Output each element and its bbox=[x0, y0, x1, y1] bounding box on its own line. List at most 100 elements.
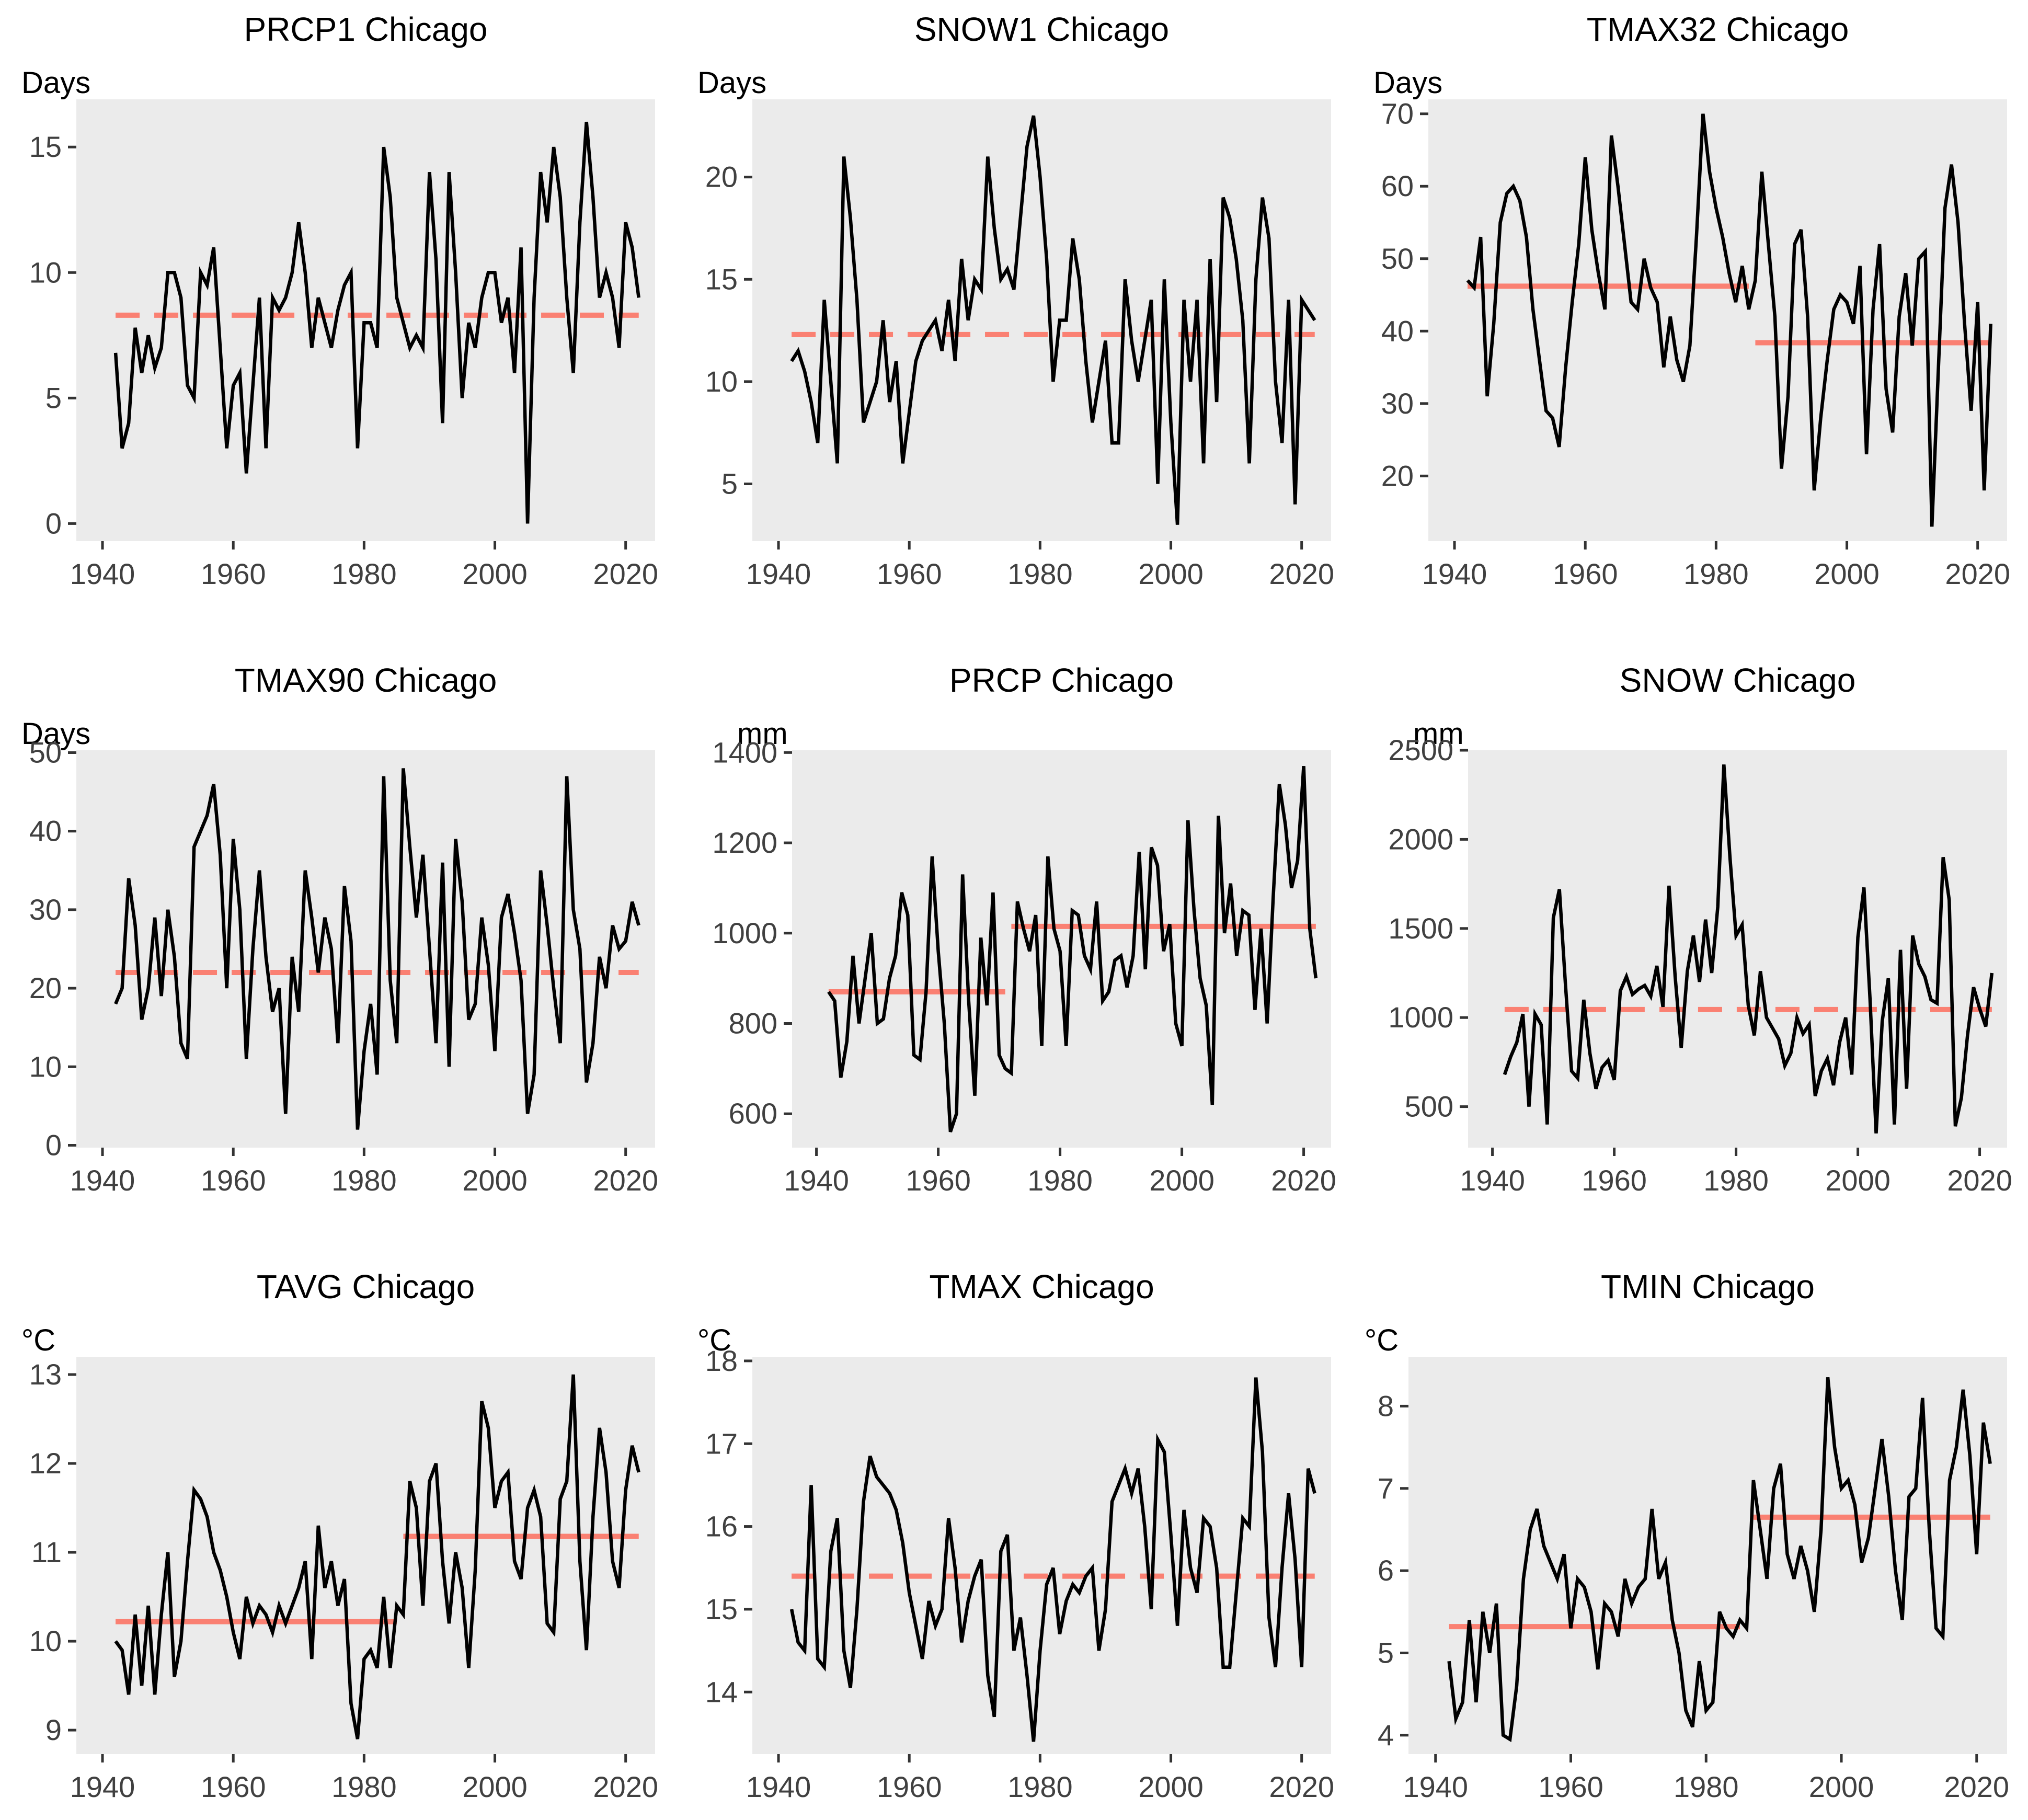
x-axis-tick-label: 2000 bbox=[1825, 1164, 1890, 1197]
x-axis-tick-label: 2020 bbox=[1944, 1770, 2009, 1803]
y-axis-tick-label: 10 bbox=[29, 1050, 62, 1083]
y-axis-tick-label: 600 bbox=[729, 1097, 777, 1130]
time-series-line bbox=[789, 1377, 1316, 1742]
y-axis-tick-label: 1200 bbox=[712, 826, 777, 859]
chart-title: TMAX Chicago bbox=[929, 1268, 1154, 1306]
y-axis-unit-label: mm bbox=[737, 717, 788, 751]
x-axis-tick-label: 2020 bbox=[1269, 557, 1334, 590]
chart-tmin-svg: TMIN Chicago °C 4 5 6 7 8 1940 1960 1980 2000 2020 bbox=[1365, 1268, 2009, 1803]
x-axis-tick-label: 1940 bbox=[70, 1164, 135, 1197]
x-axis-tick-label: 1940 bbox=[784, 1164, 849, 1197]
x-axis-tick-label: 1960 bbox=[906, 1164, 971, 1197]
x-axis-tick-label: 2000 bbox=[462, 1770, 528, 1803]
x-axis-tick-label: 1960 bbox=[877, 1770, 942, 1803]
x-axis-tick-label: 2000 bbox=[462, 557, 528, 590]
y-axis-tick-label: 9 bbox=[45, 1713, 62, 1746]
chart-prcp-chicago: PRCP Chicago mm 600 800 1000 1200 1400 1940 1960… bbox=[676, 606, 1352, 1213]
x-axis-tick-label: 2020 bbox=[1269, 1770, 1334, 1803]
y-axis-unit-label: °C bbox=[1365, 1323, 1399, 1357]
y-axis-tick-label: 8 bbox=[1378, 1389, 1394, 1422]
chart-tavg-chicago: TAVG Chicago °C 9 10 11 12 13 1940 1960 1980 2000 2… bbox=[0, 1213, 676, 1819]
x-axis-tick-label: 1980 bbox=[1027, 1164, 1093, 1197]
y-axis-tick-label: 20 bbox=[1381, 459, 1414, 492]
chart-title: SNOW Chicago bbox=[1620, 661, 1856, 699]
x-axis-tick-label: 2000 bbox=[1809, 1770, 1874, 1803]
y-axis-tick-label: 40 bbox=[29, 815, 62, 848]
x-axis-tick-label: 1940 bbox=[1403, 1770, 1468, 1803]
x-axis-tick-label: 2000 bbox=[1149, 1164, 1214, 1197]
time-series-line bbox=[790, 115, 1316, 525]
y-axis-tick-label: 10 bbox=[705, 365, 738, 398]
y-axis-tick-label: 1400 bbox=[712, 736, 777, 769]
y-axis-unit-label: °C bbox=[697, 1323, 731, 1357]
y-axis-tick-label: 5 bbox=[721, 467, 738, 500]
y-axis-tick-label: 40 bbox=[1381, 314, 1414, 347]
y-axis-tick-label: 10 bbox=[29, 256, 62, 289]
chart-tmax32-chicago: TMAX32 Chicago Days 20 30 40 50 60 70 1940 1960 19… bbox=[1352, 0, 2028, 606]
y-axis-tick-label: 0 bbox=[45, 507, 62, 540]
chart-title: PRCP Chicago bbox=[949, 661, 1174, 699]
chart-title: SNOW1 Chicago bbox=[914, 10, 1169, 48]
y-axis-tick-label: 6 bbox=[1378, 1554, 1394, 1587]
x-axis-tick-label: 1960 bbox=[877, 557, 942, 590]
x-axis-tick-label: 2020 bbox=[593, 1164, 658, 1197]
y-axis-tick-label: 1500 bbox=[1388, 912, 1453, 945]
x-axis-tick-label: 1960 bbox=[1538, 1770, 1603, 1803]
y-axis-tick-label: 70 bbox=[1381, 97, 1414, 130]
chart-snow1-svg: SNOW1 Chicago Days 5 10 15 20 1940 1960 1980 2000… bbox=[697, 10, 1334, 590]
y-axis-tick-label: 17 bbox=[705, 1427, 738, 1460]
x-axis-tick-label: 2020 bbox=[593, 1770, 658, 1803]
plot-panel bbox=[792, 750, 1331, 1148]
y-axis-unit-label: Days bbox=[1373, 66, 1442, 100]
x-axis-tick-label: 1940 bbox=[746, 1770, 811, 1803]
time-series-line bbox=[113, 121, 640, 524]
time-series-line bbox=[114, 768, 640, 1130]
x-axis-tick-label: 1980 bbox=[1007, 557, 1073, 590]
y-axis-unit-label: Days bbox=[697, 66, 766, 100]
y-axis-tick-label: 1000 bbox=[712, 917, 777, 949]
y-axis-tick-label: 5 bbox=[1378, 1636, 1394, 1669]
plot-panel bbox=[1408, 1357, 2007, 1754]
chart-tmax-chicago: TMAX Chicago °C 14 15 16 17 18 1940 1960 1980 2000… bbox=[676, 1213, 1352, 1819]
y-axis-tick-label: 15 bbox=[705, 262, 738, 295]
y-axis-tick-label: 18 bbox=[705, 1344, 738, 1377]
x-axis-tick-label: 2000 bbox=[462, 1164, 528, 1197]
chart-snow-svg: SNOW Chicago mm 500 1000 1500 2000 2500 1940 196… bbox=[1388, 661, 2012, 1197]
chart-tmax32-svg: TMAX32 Chicago Days 20 30 40 50 60 70 1940 1960 19… bbox=[1373, 10, 2010, 590]
x-axis-tick-label: 1940 bbox=[70, 557, 135, 590]
y-axis-unit-label: mm bbox=[1413, 717, 1464, 751]
chart-tmax-svg: TMAX Chicago °C 14 15 16 17 18 1940 1960 1980 2000… bbox=[697, 1268, 1334, 1803]
x-axis-tick-label: 1980 bbox=[1674, 1770, 1739, 1803]
x-axis-tick-label: 2020 bbox=[1945, 557, 2010, 590]
y-axis-tick-label: 30 bbox=[29, 893, 62, 926]
x-axis-tick-label: 1960 bbox=[201, 557, 266, 590]
y-axis-tick-label: 12 bbox=[29, 1447, 62, 1480]
x-axis-tick-label: 1980 bbox=[1007, 1770, 1073, 1803]
y-axis-unit-label: Days bbox=[21, 66, 90, 100]
x-axis-tick-label: 2000 bbox=[1814, 557, 1880, 590]
chart-tavg-svg: TAVG Chicago °C 9 10 11 12 13 1940 1960 1980 2000 2… bbox=[21, 1268, 658, 1803]
chart-tmin-chicago: TMIN Chicago °C 4 5 6 7 8 1940 1960 1980 2000 2020 bbox=[1352, 1213, 2028, 1819]
chart-title: TAVG Chicago bbox=[257, 1268, 475, 1306]
y-axis-tick-label: 4 bbox=[1378, 1719, 1394, 1752]
y-axis-tick-label: 10 bbox=[29, 1624, 62, 1657]
plot-panel bbox=[752, 99, 1331, 541]
y-axis-tick-label: 20 bbox=[29, 971, 62, 1004]
time-series-line bbox=[1466, 113, 1992, 527]
chart-tmax90-chicago: TMAX90 Chicago Days 0 10 20 30 40 50 1940 1960 198… bbox=[0, 606, 676, 1213]
plot-panel bbox=[76, 1357, 655, 1754]
x-axis-tick-label: 1940 bbox=[1460, 1164, 1525, 1197]
x-axis-tick-label: 1980 bbox=[331, 1770, 397, 1803]
y-axis-tick-label: 500 bbox=[1405, 1090, 1453, 1123]
time-series-line bbox=[827, 765, 1318, 1132]
y-axis-tick-label: 50 bbox=[1381, 242, 1414, 275]
chart-title: PRCP1 Chicago bbox=[244, 10, 488, 48]
y-axis-tick-label: 13 bbox=[29, 1358, 62, 1391]
time-series-line bbox=[1503, 764, 1994, 1134]
chart-snow1-chicago: SNOW1 Chicago Days 5 10 15 20 1940 1960 1980 2000… bbox=[676, 0, 1352, 606]
x-axis-tick-label: 1980 bbox=[331, 557, 397, 590]
chart-snow-chicago: SNOW Chicago mm 500 1000 1500 2000 2500 1940 196… bbox=[1352, 606, 2028, 1213]
y-axis-tick-label: 0 bbox=[45, 1128, 62, 1161]
time-series-line bbox=[1447, 1377, 1992, 1743]
y-axis-tick-label: 11 bbox=[31, 1536, 62, 1569]
